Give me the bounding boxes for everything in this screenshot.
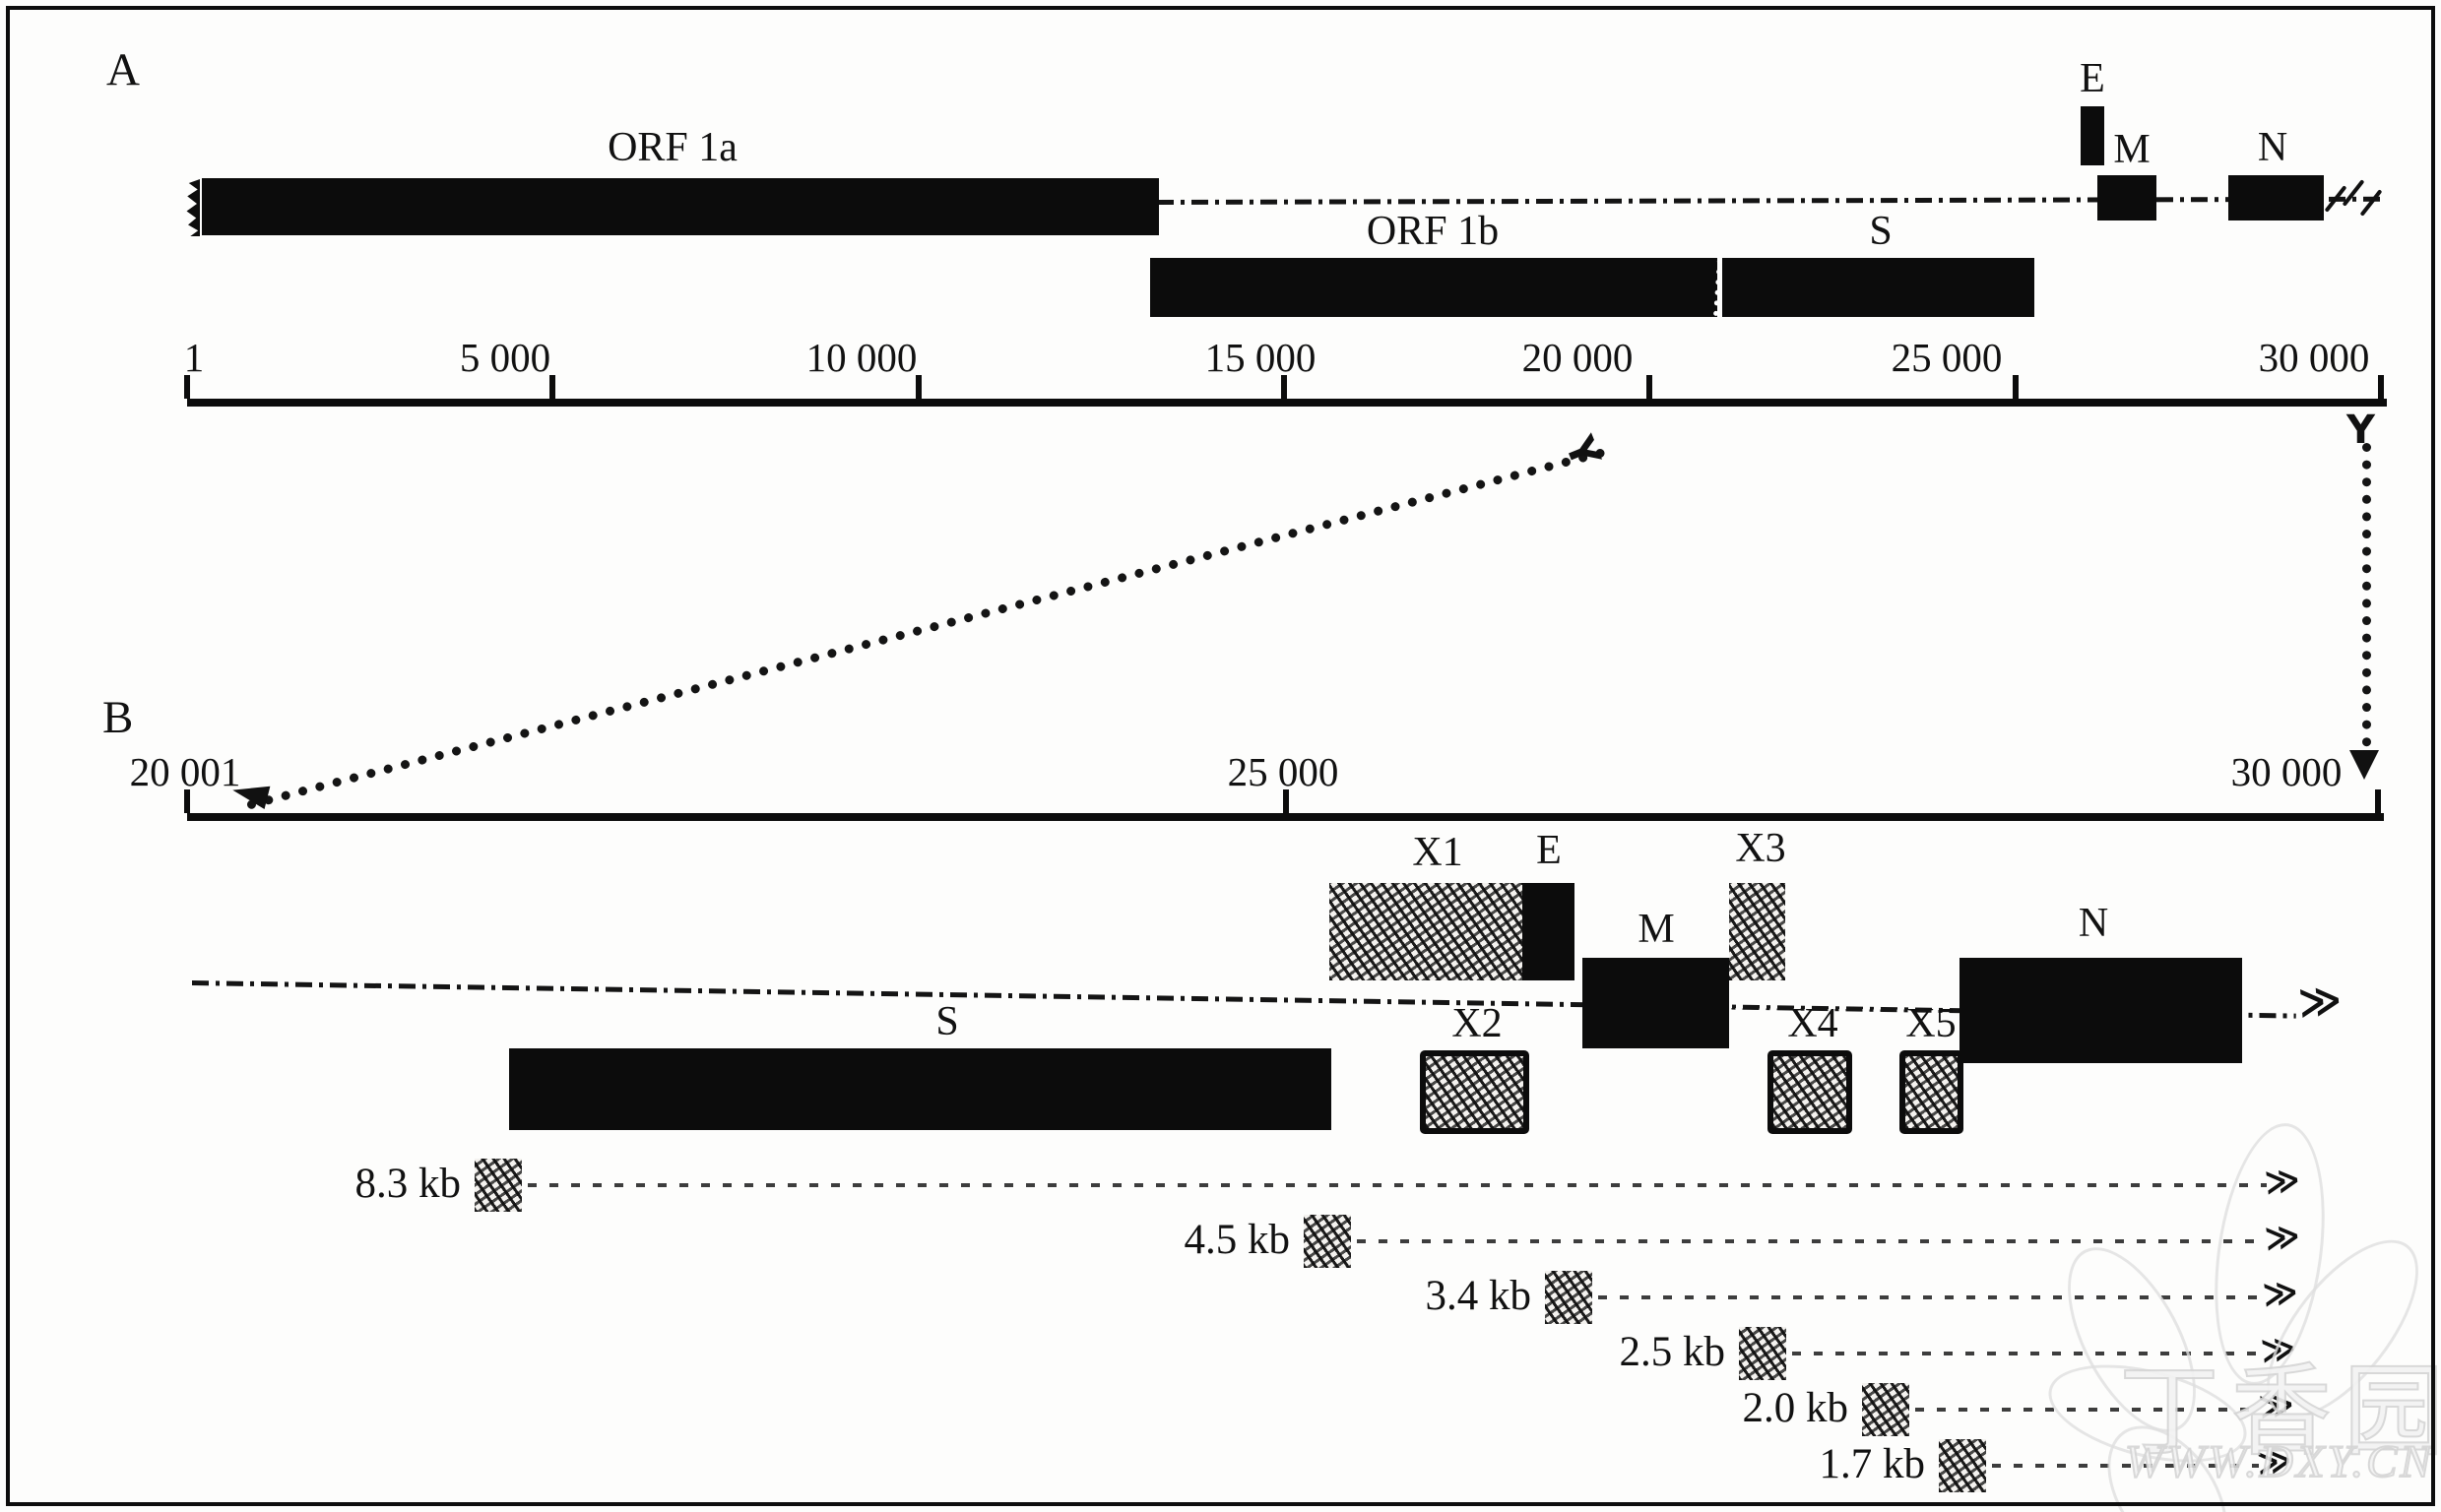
panel-a-axis-tick-label: 1 [183, 335, 205, 380]
panel-a-axis-tick [2378, 375, 2384, 399]
panel-b-gene-label-e2: E [1536, 828, 1562, 873]
transcript-size-label: 4.5 kb [1184, 1217, 1291, 1263]
panel-b-gene-box-s2 [509, 1048, 1331, 1130]
panel-b-gene-label-x4: X4 [1787, 1001, 1838, 1046]
connector-fork-icon: Y [2346, 408, 2375, 453]
panel-b-gene-label-x1: X1 [1412, 830, 1463, 875]
panel-a-gene-box-orf1b [1150, 258, 1717, 317]
transcript-dotted-line [1357, 1239, 2267, 1243]
genome-3prime-squiggle [2359, 189, 2383, 217]
zoom-region-dotted-connector-left [246, 447, 1607, 810]
watermark-site-name: 丁香园 [2118, 1356, 2441, 1470]
zoom-region-dotted-connector-right [2362, 443, 2371, 764]
panel-a-gene-box-m [2097, 175, 2156, 220]
watermark-site-url: WWW.DXY.CN [2124, 1435, 2434, 1488]
panel-b-axis-tick-label: 30 000 [2230, 749, 2343, 794]
panel-a-gene-label-n: N [2257, 125, 2288, 170]
transcript-size-label: 2.5 kb [1619, 1329, 1726, 1375]
panel-b-gene-label-x3: X3 [1735, 826, 1786, 871]
panel-b-gene-box-x5 [1899, 1050, 1963, 1134]
panel-b-axis-tick [2375, 789, 2381, 813]
transcript-dotted-line [528, 1183, 2267, 1187]
panel-a-gene-label-orf1a: ORF 1a [608, 125, 738, 170]
panel-a-gene-box-s [1722, 258, 2034, 317]
transcript-dotted-line [1915, 1408, 2261, 1412]
panel-a-axis-tick-label: 30 000 [2258, 335, 2370, 380]
panel-b-axis-line [187, 813, 2384, 821]
panel-b-gene-label-x5: X5 [1905, 1001, 1957, 1046]
connector-fork-icon: Y [1555, 429, 1609, 474]
panel-a-gene-label-s: S [1869, 209, 1893, 254]
panel-a-axis-tick [2013, 375, 2019, 399]
panel-b-gene-label-x2: X2 [1451, 1001, 1503, 1046]
panel-a-gene-box-orf1a [202, 178, 1159, 235]
panel-a-gene-label-e: E [2080, 56, 2105, 101]
panel-b-gene-label-n2: N [2078, 901, 2109, 946]
transcript-leader-box [1862, 1383, 1909, 1436]
transcript-size-label: 1.7 kb [1819, 1441, 1926, 1487]
panel-a-axis-tick [184, 375, 190, 399]
transcript-size-label: 3.4 kb [1425, 1273, 1532, 1319]
connector-arrowhead-right [2349, 750, 2379, 780]
transcript-dotted-line [1792, 1352, 2263, 1355]
panel-b-gene-box-x3 [1729, 883, 1785, 980]
transcript-leader-box [1545, 1271, 1592, 1324]
panel-a-axis-line [187, 399, 2387, 407]
transcript-dotted-line [1598, 1295, 2265, 1299]
transcript-leader-box [475, 1159, 522, 1212]
panel-a-genome-dash-line [1157, 196, 2384, 205]
panel-a-axis-tick [549, 375, 555, 399]
panel-b-gene-box-x2 [1420, 1050, 1529, 1134]
panel-a-axis-tick-label: 10 000 [805, 335, 918, 380]
panel-b-gene-box-x1 [1329, 883, 1522, 980]
panel-a-axis-tick-label: 15 000 [1204, 335, 1317, 380]
panel-a-axis-tick-label: 25 000 [1891, 335, 2003, 380]
transcript-dotted-line [1992, 1464, 2259, 1468]
panel-b-gene-box-m2 [1582, 958, 1729, 1048]
panel-b-axis-tick-label: 25 000 [1227, 749, 1339, 794]
genome-3prime-squiggle [2342, 179, 2365, 207]
panel-a-axis-tick-label: 20 000 [1521, 335, 1634, 380]
panel-a-letter: A [106, 44, 140, 95]
panel-b-gene-box-n2 [1959, 958, 2242, 1063]
panel-b-axis-tick [1283, 789, 1289, 813]
panel-b-gene-box-x4 [1767, 1050, 1852, 1134]
transcript-size-label: 8.3 kb [354, 1161, 462, 1207]
transcript-leader-box [1939, 1439, 1986, 1492]
transcript-leader-box [1739, 1327, 1786, 1380]
panel-b-gene-label-s2: S [935, 999, 959, 1044]
panel-a-gene-label-m: M [2113, 127, 2151, 172]
transcript-leader-box [1304, 1215, 1351, 1268]
panel-b-gene-box-e2 [1522, 883, 1574, 980]
panel-b-axis-tick-label: 20 001 [129, 749, 241, 794]
panel-a-gene-box-n [2228, 175, 2324, 220]
gene-line-arrow-icon: ≫ [2295, 975, 2345, 1027]
panel-b-axis-tick [184, 789, 190, 813]
panel-a-axis-tick [916, 375, 922, 399]
panel-a-axis-tick-label: 5 000 [459, 335, 551, 380]
panel-b-letter: B [102, 692, 134, 743]
panel-a-axis-tick [1281, 375, 1287, 399]
panel-a-axis-tick [1646, 375, 1652, 399]
panel-a-gene-box-e [2081, 106, 2104, 165]
panel-a-gene-label-orf1b: ORF 1b [1366, 209, 1500, 254]
transcript-size-label: 2.0 kb [1742, 1385, 1849, 1431]
panel-b-gene-label-m2: M [1638, 907, 1675, 952]
genome-5prime-zigzag [186, 179, 200, 236]
